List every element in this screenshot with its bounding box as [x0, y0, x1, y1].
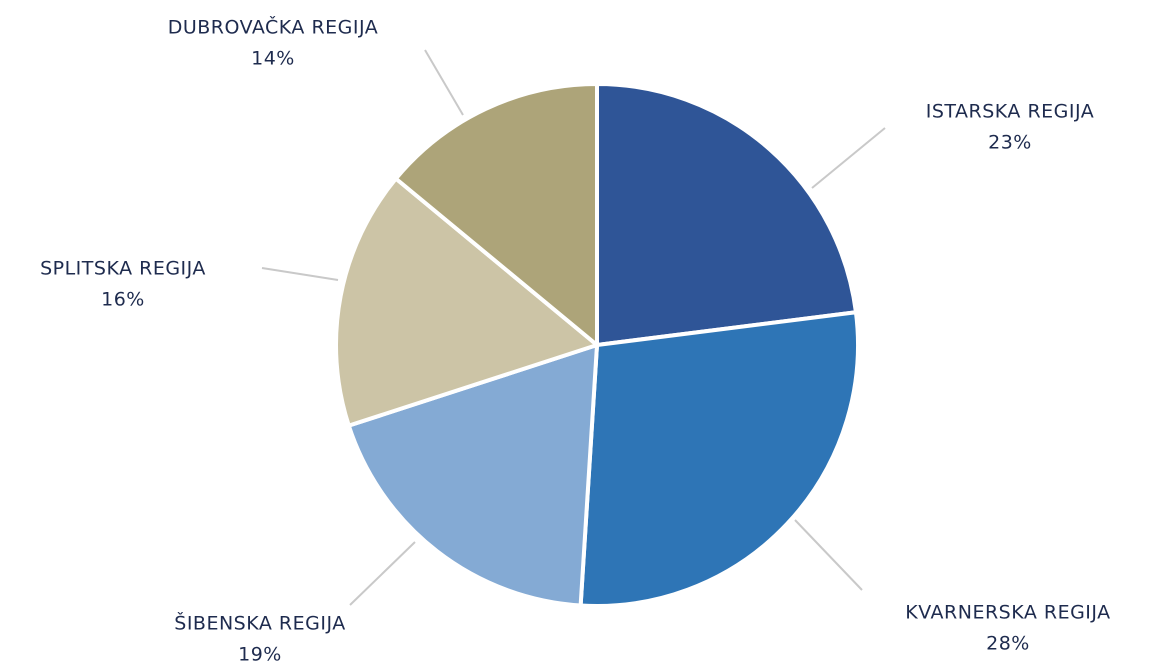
- value-label: 16%: [101, 289, 145, 311]
- category-label: DUBROVAČKA REGIJA: [168, 15, 379, 39]
- value-label: 19%: [238, 644, 282, 661]
- value-label: 14%: [251, 48, 295, 70]
- pie-slice: [595, 82, 858, 347]
- leader-line: [349, 541, 416, 606]
- category-label: KVARNERSKA REGIJA: [905, 602, 1110, 624]
- leader-line: [261, 267, 339, 281]
- category-label: ISTARSKA REGIJA: [926, 101, 1095, 123]
- category-label: SPLITSKA REGIJA: [40, 258, 206, 280]
- value-label: 28%: [986, 633, 1030, 655]
- pie-slice: [334, 176, 599, 428]
- value-label: 23%: [988, 132, 1032, 154]
- category-label: ŠIBENSKA REGIJA: [174, 611, 345, 635]
- pie-slice: [578, 310, 860, 608]
- leader-line: [811, 127, 886, 189]
- leader-line: [424, 49, 464, 116]
- pie-slice: [393, 82, 599, 347]
- leader-line: [794, 519, 863, 591]
- pie-slice: [346, 343, 599, 608]
